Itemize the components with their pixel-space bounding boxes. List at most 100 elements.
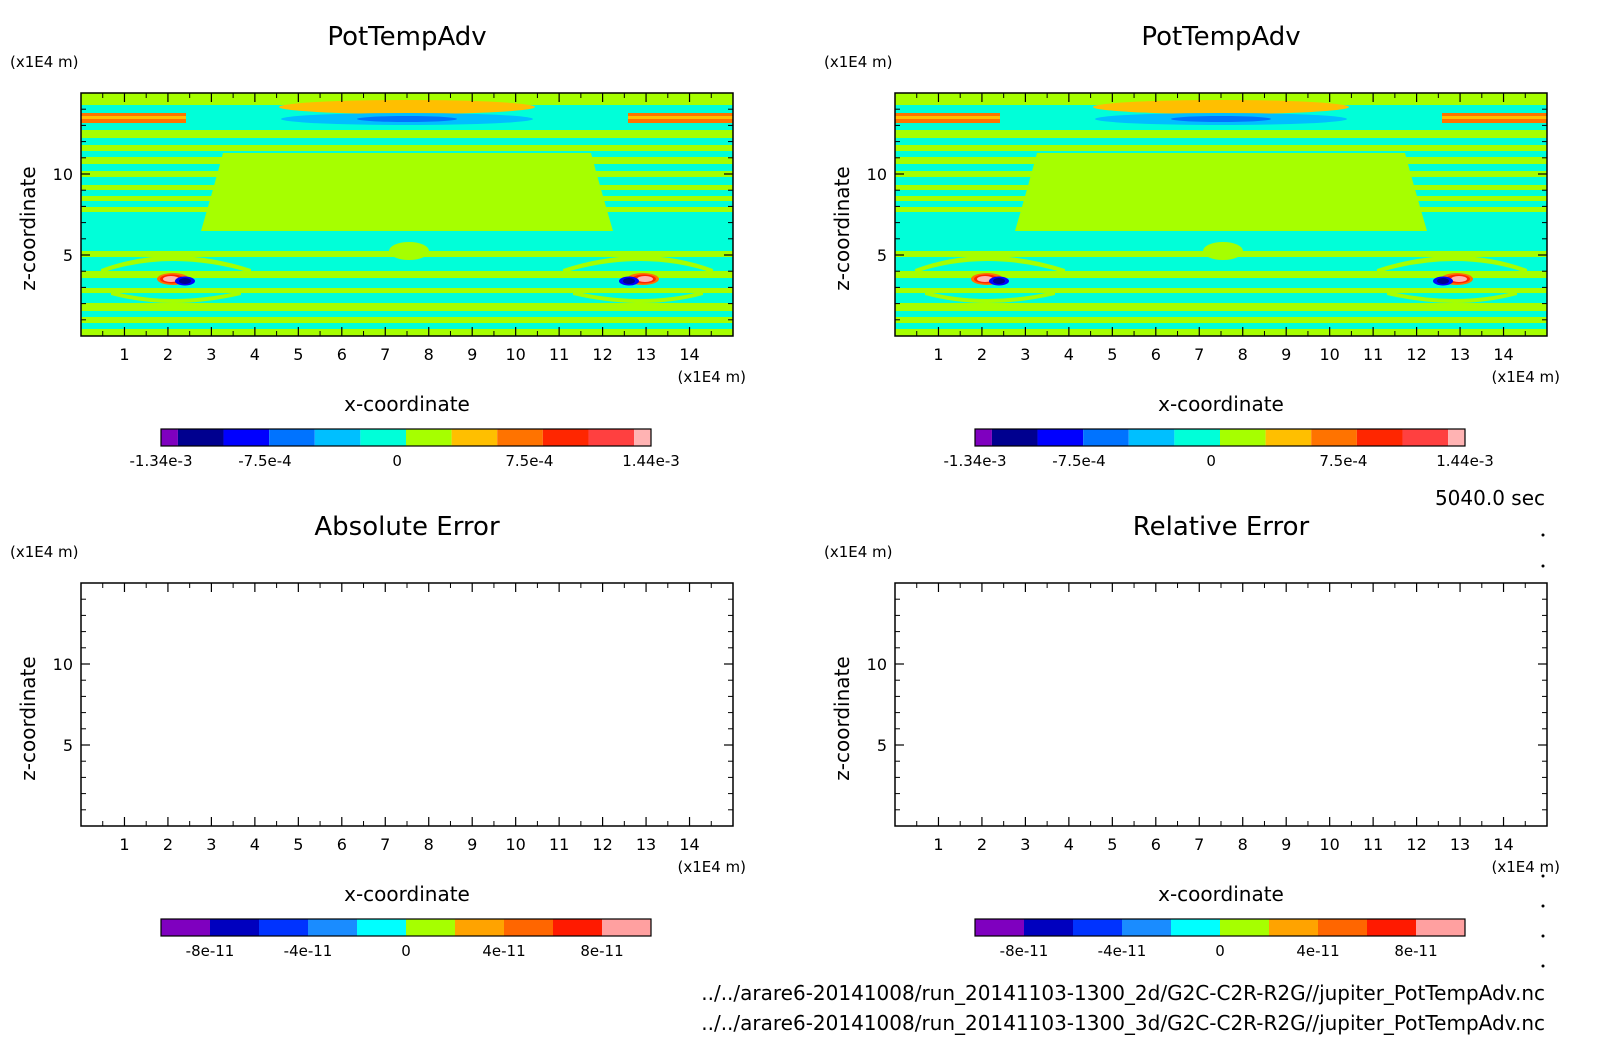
y-axis-label: z-coordinate [830, 656, 854, 780]
margin-dot [1541, 934, 1545, 938]
x-tick-label: 13 [636, 835, 656, 854]
x-tick-label: 5 [293, 835, 303, 854]
field-region [993, 278, 1005, 284]
x-tick-label: 2 [163, 345, 173, 364]
field-region [81, 93, 733, 105]
chart-panel-1: PotTempAdv(x1E4 m)1 2 3 4 5 6 7 8 9 10 11 12 13 14510… [10, 22, 746, 470]
field-region [81, 130, 733, 138]
x-axis-unit: (x1E4 m) [1491, 858, 1560, 876]
field-region [81, 116, 186, 119]
x-tick-label: 10 [1319, 835, 1339, 854]
x-axis-label: x-coordinate [1158, 882, 1284, 906]
colorbar-swatch [259, 919, 308, 936]
field-region [895, 288, 1547, 293]
colorbar: -8e-11 -4e-11 0 4e-11 8e-11 [160, 918, 652, 960]
x-tick-label: 7 [380, 345, 390, 364]
colorbar-swatch [177, 429, 224, 446]
x-tick-label: 4 [1064, 345, 1074, 364]
colorbar-swatch [602, 919, 651, 936]
x-tick-label: 5 [1107, 835, 1117, 854]
x-tick-label: 12 [1406, 345, 1426, 364]
x-tick-label: 12 [1406, 835, 1426, 854]
colorbar-tick-label: 0 [392, 452, 402, 470]
colorbar-tick-label: 7.5e-4 [1319, 452, 1367, 470]
colorbar-tick-label: -8e-11 [1000, 942, 1049, 960]
colorbar: -1.34e-3 -7.5e-4 0 7.5e-4 1.44e-3 [944, 428, 1494, 470]
y-tick-label: 10 [53, 655, 73, 674]
colorbar-tick-label: -4e-11 [1098, 942, 1147, 960]
field-region [895, 130, 1547, 138]
colorbar: -1.34e-3 -7.5e-4 0 7.5e-4 1.44e-3 [130, 428, 680, 470]
margin-dot [1541, 964, 1545, 968]
colorbar-swatch [1122, 919, 1171, 936]
colorbar-swatch [542, 429, 589, 446]
x-tick-label: 10 [505, 835, 525, 854]
x-tick-label: 14 [679, 345, 699, 364]
colorbar-frame [974, 428, 1466, 447]
field-region [895, 145, 1547, 151]
y-axis-label: z-coordinate [830, 166, 854, 290]
colorbar-swatch [1402, 429, 1449, 446]
plot-area [895, 583, 1547, 826]
field-region [895, 116, 1000, 119]
field-region [1442, 116, 1547, 119]
colorbar-tick-label: -7.5e-4 [238, 452, 291, 470]
field-region [915, 256, 1065, 273]
x-tick-label: 11 [1363, 835, 1383, 854]
chart-title: PotTempAdv [1141, 22, 1300, 52]
x-tick-label: 4 [250, 345, 260, 364]
field-region [1203, 242, 1243, 260]
x-tick-label: 11 [549, 835, 569, 854]
colorbar-swatch [1318, 919, 1367, 936]
field-region [925, 291, 1055, 303]
x-tick-label: 6 [1151, 835, 1161, 854]
field-region [179, 278, 191, 284]
x-tick-label: 3 [206, 835, 216, 854]
field-region [1015, 153, 1427, 231]
y-axis-label: z-coordinate [16, 166, 40, 290]
colorbar-swatch [161, 429, 178, 446]
colorbar-swatch [360, 429, 406, 446]
field-region [201, 153, 613, 231]
x-tick-label: 12 [592, 835, 612, 854]
colorbar-tick-label: -1.34e-3 [944, 452, 1007, 470]
x-tick-label: 13 [1450, 345, 1470, 364]
chart-title: Relative Error [1133, 512, 1310, 542]
field-region [1377, 256, 1527, 273]
y-tick-label: 10 [867, 655, 887, 674]
x-tick-label: 3 [206, 345, 216, 364]
colorbar-swatch [634, 429, 651, 446]
x-axis-unit: (x1E4 m) [677, 368, 746, 386]
colorbar-swatch [406, 919, 455, 936]
plot-area [81, 583, 733, 826]
x-axis-unit: (x1E4 m) [677, 858, 746, 876]
field-region [895, 271, 1547, 278]
chart-panel-3: Absolute Error(x1E4 m)1 2 3 4 5 6 7 8 9 10 11 12 13 1… [10, 512, 746, 960]
colorbar-swatch [588, 429, 635, 446]
x-tick-label: 13 [636, 345, 656, 364]
colorbar-tick-label: 4e-11 [1296, 942, 1339, 960]
colorbar-tick-label: -4e-11 [284, 942, 333, 960]
margin-dot [1541, 533, 1545, 537]
colorbar-swatch [975, 429, 992, 446]
colorbar-swatch [504, 919, 553, 936]
y-tick-label: 10 [867, 165, 887, 184]
field-region [357, 116, 457, 122]
field-region [895, 303, 1547, 311]
colorbar-swatch [1269, 919, 1318, 936]
colorbar-swatch [455, 919, 504, 936]
x-tick-label: 3 [1020, 835, 1030, 854]
margin-dot [1541, 904, 1545, 908]
x-axis-unit: (x1E4 m) [1491, 368, 1560, 386]
x-tick-label: 1 [933, 345, 943, 364]
y-tick-label: 5 [877, 246, 887, 265]
colorbar-swatch [1128, 429, 1175, 446]
colorbar-tick-label: -8e-11 [186, 942, 235, 960]
field-region [81, 145, 733, 151]
field-region [279, 100, 535, 114]
colorbar-swatch [357, 919, 406, 936]
x-tick-label: 5 [293, 345, 303, 364]
y-tick-label: 5 [877, 736, 887, 755]
colorbar-swatch [223, 429, 270, 446]
colorbar-swatch [210, 919, 259, 936]
